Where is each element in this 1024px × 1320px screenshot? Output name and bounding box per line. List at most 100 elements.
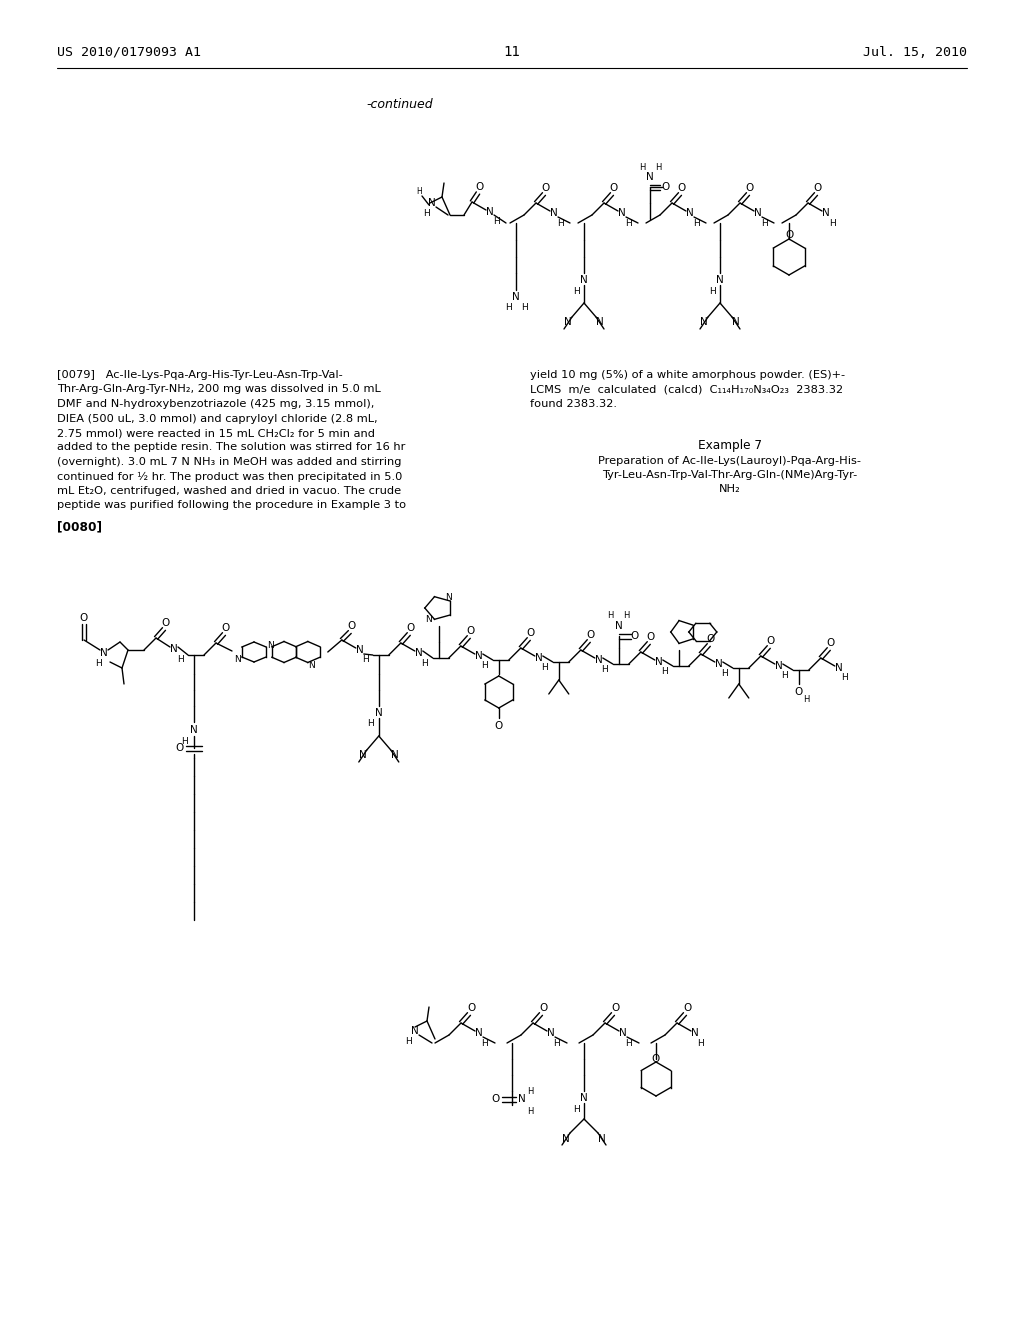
Text: N: N	[234, 655, 242, 664]
Text: N: N	[646, 172, 654, 182]
Text: H: H	[607, 611, 614, 620]
Text: N: N	[775, 661, 782, 671]
Text: H: H	[624, 611, 630, 620]
Text: H: H	[654, 162, 662, 172]
Text: N: N	[475, 651, 482, 661]
Text: -continued: -continued	[367, 99, 433, 111]
Text: N: N	[375, 708, 383, 718]
Text: N: N	[595, 655, 603, 665]
Text: O: O	[526, 628, 535, 638]
Text: N: N	[535, 653, 543, 663]
Text: O: O	[745, 183, 754, 193]
Text: H: H	[542, 664, 548, 672]
Text: 11: 11	[504, 45, 520, 59]
Text: H: H	[625, 219, 632, 227]
Text: N: N	[475, 1028, 483, 1038]
Text: NH₂: NH₂	[719, 484, 741, 495]
Text: O: O	[631, 631, 639, 642]
Text: N: N	[512, 292, 520, 302]
Text: H: H	[526, 1086, 534, 1096]
Text: N: N	[425, 615, 432, 624]
Text: H: H	[368, 719, 374, 729]
Text: O: O	[467, 1003, 475, 1012]
Text: LCMS  m/e  calculated  (calcd)  C₁₁₄H₁₇₀N₃₄O₂₃  2383.32: LCMS m/e calculated (calcd) C₁₁₄H₁₇₀N₃₄O…	[530, 384, 843, 395]
Text: H: H	[94, 659, 101, 668]
Text: N: N	[415, 648, 423, 657]
Text: O: O	[662, 182, 670, 191]
Text: N: N	[822, 209, 829, 218]
Text: found 2383.32.: found 2383.32.	[530, 399, 617, 409]
Text: H: H	[181, 737, 188, 746]
Text: N: N	[100, 648, 108, 657]
Text: O: O	[767, 636, 775, 645]
Text: H: H	[520, 304, 527, 313]
Text: added to the peptide resin. The solution was stirred for 16 hr: added to the peptide resin. The solution…	[57, 442, 406, 453]
Text: N: N	[170, 644, 178, 653]
Text: N: N	[547, 1028, 555, 1038]
Text: 2.75 mmol) were reacted in 15 mL CH₂Cl₂ for 5 min and: 2.75 mmol) were reacted in 15 mL CH₂Cl₂ …	[57, 428, 375, 438]
Text: N: N	[596, 317, 604, 327]
Text: H: H	[572, 286, 580, 296]
Text: N: N	[700, 317, 708, 327]
Text: H: H	[416, 187, 422, 197]
Text: H: H	[406, 1038, 413, 1047]
Text: H: H	[709, 286, 716, 296]
Text: N: N	[754, 209, 762, 218]
Text: N: N	[428, 198, 436, 209]
Text: N: N	[562, 1134, 570, 1144]
Text: N: N	[445, 594, 453, 602]
Text: DIEA (500 uL, 3.0 mmol) and capryloyl chloride (2.8 mL,: DIEA (500 uL, 3.0 mmol) and capryloyl ch…	[57, 413, 378, 424]
Text: N: N	[391, 750, 398, 760]
Text: H: H	[481, 661, 488, 671]
Text: H: H	[639, 162, 645, 172]
Text: Preparation of Ac-Ile-Lys(Lauroyl)-Pqa-Arg-His-: Preparation of Ac-Ile-Lys(Lauroyl)-Pqa-A…	[598, 457, 861, 466]
Text: H: H	[692, 219, 699, 227]
Text: (overnight). 3.0 mL 7 N NH₃ in MeOH was added and stirring: (overnight). 3.0 mL 7 N NH₃ in MeOH was …	[57, 457, 401, 467]
Text: N: N	[732, 317, 740, 327]
Text: O: O	[175, 743, 183, 752]
Text: H: H	[572, 1105, 580, 1114]
Text: N: N	[835, 663, 843, 673]
Text: O: O	[652, 1053, 660, 1064]
Text: O: O	[492, 1094, 500, 1104]
Text: O: O	[814, 183, 822, 193]
Text: Thr-Arg-Gln-Arg-Tyr-NH₂, 200 mg was dissolved in 5.0 mL: Thr-Arg-Gln-Arg-Tyr-NH₂, 200 mg was diss…	[57, 384, 381, 395]
Text: H: H	[601, 665, 608, 675]
Text: continued for ½ hr. The product was then precipitated in 5.0: continued for ½ hr. The product was then…	[57, 471, 402, 482]
Text: O: O	[683, 1003, 691, 1012]
Text: US 2010/0179093 A1: US 2010/0179093 A1	[57, 45, 201, 58]
Text: O: O	[407, 623, 415, 634]
Text: N: N	[620, 1028, 627, 1038]
Text: N: N	[686, 209, 694, 218]
Text: N: N	[550, 209, 558, 218]
Text: [0080]: [0080]	[57, 520, 102, 533]
Text: O: O	[795, 686, 803, 697]
Text: N: N	[716, 275, 724, 285]
Text: O: O	[610, 183, 618, 193]
Text: N: N	[308, 661, 315, 671]
Text: N: N	[266, 640, 273, 649]
Text: O: O	[348, 620, 356, 631]
Text: O: O	[80, 612, 88, 623]
Text: H: H	[423, 210, 429, 219]
Text: N: N	[581, 1093, 588, 1104]
Text: N: N	[618, 209, 626, 218]
Text: H: H	[804, 696, 810, 705]
Text: H: H	[626, 1039, 633, 1048]
Text: H: H	[481, 1039, 488, 1048]
Text: O: O	[707, 634, 715, 644]
Text: peptide was purified following the procedure in Example 3 to: peptide was purified following the proce…	[57, 500, 407, 511]
Text: O: O	[678, 183, 686, 193]
Text: O: O	[784, 230, 794, 240]
Text: H: H	[828, 219, 836, 227]
Text: N: N	[655, 657, 663, 667]
Text: O: O	[162, 618, 170, 628]
Text: N: N	[615, 620, 623, 631]
Text: N: N	[598, 1134, 606, 1144]
Text: Tyr-Leu-Asn-Trp-Val-Thr-Arg-Gln-(NMe)Arg-Tyr-: Tyr-Leu-Asn-Trp-Val-Thr-Arg-Gln-(NMe)Arg…	[602, 470, 858, 480]
Text: O: O	[647, 632, 655, 642]
Text: O: O	[495, 721, 503, 731]
Text: N: N	[486, 207, 494, 216]
Text: N: N	[564, 317, 571, 327]
Text: H: H	[761, 219, 767, 227]
